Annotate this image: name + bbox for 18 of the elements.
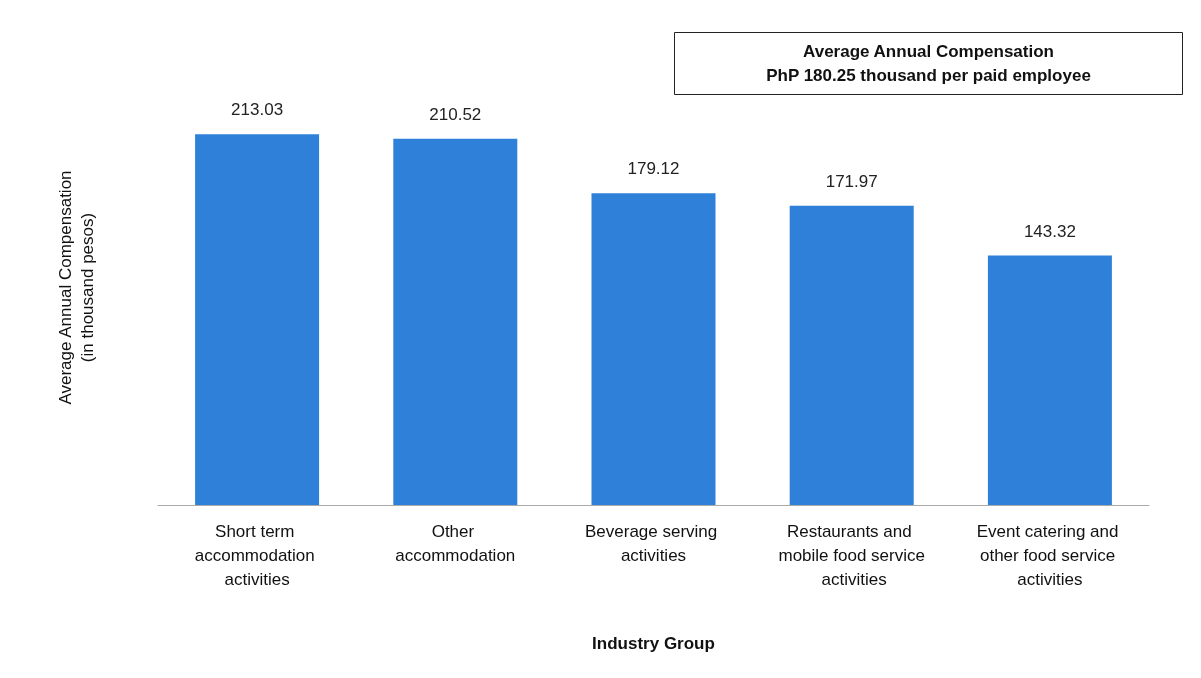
x-tick-label: Beverage serving activities: [584, 521, 723, 565]
data-label: 213.03: [231, 100, 284, 120]
x-tick-label: Event catering and other food service activities: [976, 521, 1124, 589]
bar: [591, 193, 716, 505]
bar: [987, 255, 1112, 505]
data-label: 143.32: [1023, 221, 1076, 241]
bar: [393, 138, 518, 505]
x-tick-label: Other accommodation: [395, 521, 516, 565]
bar: [195, 134, 320, 505]
x-tick-label: Short term accommodation activities: [194, 521, 320, 589]
data-label: 171.97: [825, 171, 878, 191]
x-tick-label: Restaurants and mobile food service activities: [778, 521, 925, 589]
data-label: 210.52: [429, 104, 482, 124]
data-label: 179.12: [627, 159, 680, 179]
bar: [789, 205, 914, 505]
text: Average Annual Compensation PhP 180.25 thousand per paid employee: [766, 42, 1091, 85]
x-axis-title: Industry Group: [592, 634, 715, 653]
y-axis-title: Average Annual Compensation (in thousand pesos): [55, 170, 97, 405]
